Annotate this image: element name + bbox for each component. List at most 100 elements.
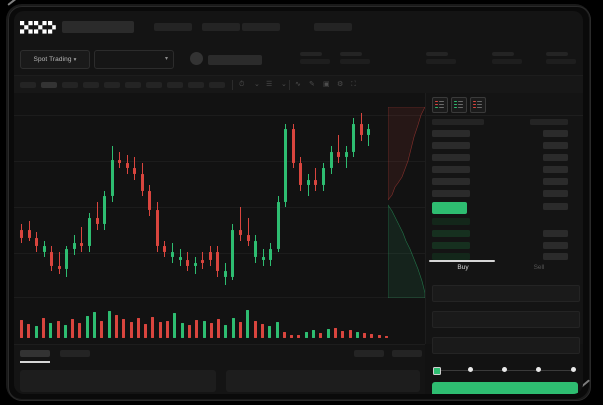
orderbook-header-size — [530, 119, 568, 125]
volume-bar — [312, 330, 315, 338]
volume-bar — [195, 319, 199, 338]
timeframe-button-6[interactable] — [125, 82, 141, 88]
slider-handle[interactable] — [433, 366, 441, 375]
timeframe-button-10[interactable] — [209, 82, 225, 88]
volume-bar — [370, 333, 374, 338]
nav-item-2[interactable] — [202, 23, 240, 31]
camera-snapshot-icon[interactable]: ▣ — [323, 81, 330, 88]
chevron-down-icon-pair: ▾ — [164, 56, 168, 62]
volume-bar — [304, 331, 308, 338]
chart-gridline — [14, 253, 425, 254]
orderbook-view-bids-icon[interactable] — [451, 97, 467, 113]
okx-logo-icon[interactable] — [20, 21, 56, 34]
tab-sell[interactable]: Sell — [533, 264, 545, 271]
volume-bar — [122, 319, 126, 338]
chevron-down-icon[interactable]: ⌄ — [254, 81, 260, 88]
volume-bar — [151, 317, 155, 338]
volume-bar — [290, 334, 294, 338]
volume-bar — [333, 328, 337, 338]
volume-bar — [78, 323, 82, 338]
settings-gear-icon[interactable]: ⚙ — [337, 81, 344, 88]
volume-bar — [71, 318, 75, 338]
bottom-action-2[interactable] — [392, 350, 422, 357]
orderbook-ask-row[interactable] — [432, 154, 470, 161]
volume-bar — [85, 316, 89, 338]
timeframe-button-9[interactable] — [188, 82, 204, 88]
timeframe-button-7[interactable] — [146, 82, 162, 88]
timeframe-button-2[interactable] — [41, 82, 57, 88]
nav-item-4[interactable] — [314, 23, 352, 31]
orderbook-ask-size — [543, 142, 568, 149]
timeframe-button-1[interactable] — [20, 82, 36, 88]
orderbook-ask-row[interactable] — [432, 178, 470, 185]
chart-gridline — [14, 207, 425, 208]
orderbook-bid-row[interactable] — [432, 242, 470, 249]
timeframe-button-3[interactable] — [62, 82, 78, 88]
orderbook-bid-row[interactable] — [432, 253, 470, 260]
orderbook-bid-row[interactable] — [432, 218, 470, 225]
total-field[interactable] — [432, 337, 580, 354]
candle — [155, 93, 159, 305]
interval-icon[interactable]: ⏱ — [239, 81, 245, 88]
tab-buy[interactable]: Buy — [457, 264, 469, 271]
toolbar-divider-2 — [289, 80, 290, 90]
chevron-down-icon-2[interactable]: ⌄ — [281, 81, 287, 88]
slider-step-100[interactable] — [571, 367, 576, 372]
candle — [42, 93, 46, 305]
candle — [216, 93, 220, 305]
orderbook-view-both-icon[interactable] — [432, 97, 448, 113]
indicator-wave-icon[interactable]: ∿ — [295, 81, 301, 88]
candle — [246, 93, 250, 305]
volume-bar — [27, 324, 31, 338]
slider-step-50[interactable] — [502, 367, 507, 372]
draw-pencil-icon[interactable]: ✎ — [309, 81, 315, 88]
nav-item-1[interactable] — [154, 23, 192, 31]
volume-bar — [93, 312, 96, 338]
stat-volume-24h-value — [546, 59, 576, 64]
bottom-action-1[interactable] — [354, 350, 384, 357]
candle — [95, 93, 99, 305]
volume-bar — [275, 321, 279, 338]
place-buy-order-button[interactable] — [432, 382, 578, 394]
candle — [133, 93, 137, 305]
orderbook-ask-size — [543, 166, 568, 173]
orderbook-ask-row[interactable] — [432, 130, 470, 137]
pair-selector[interactable]: ▾ — [94, 50, 174, 69]
volume-bar — [166, 320, 169, 338]
orderbook-view-asks-icon[interactable] — [470, 97, 486, 113]
timeframe-button-8[interactable] — [167, 82, 183, 88]
bottom-panel-right[interactable] — [226, 370, 420, 392]
volume-bar — [239, 322, 242, 338]
timeframe-button-4[interactable] — [83, 82, 99, 88]
price-field[interactable] — [432, 285, 580, 302]
amount-field[interactable] — [432, 311, 580, 328]
tab-open-orders[interactable] — [20, 350, 50, 357]
slider-step-25[interactable] — [468, 367, 473, 372]
amount-percent-slider[interactable] — [432, 365, 578, 375]
bottom-panel-left[interactable] — [20, 370, 216, 392]
price-chart[interactable] — [14, 93, 425, 344]
volume-bar — [187, 324, 191, 338]
volume-bar — [377, 335, 381, 338]
fullscreen-icon[interactable]: ⛶ — [351, 81, 356, 88]
candle — [50, 93, 54, 305]
candle-type-icon[interactable]: ☰ — [266, 81, 273, 88]
orderbook-ask-row[interactable] — [432, 190, 470, 197]
orderbook-ask-row[interactable] — [432, 142, 470, 149]
volume-bar — [100, 320, 104, 338]
volume-bar — [355, 332, 359, 338]
candle — [238, 93, 242, 305]
nav-item-3[interactable] — [242, 23, 280, 31]
instrument-bar: Spot Trading ▾ ▾ — [14, 45, 583, 75]
volume-bar — [34, 326, 38, 338]
orderbook-bid-row[interactable] — [432, 230, 470, 237]
volume-bar — [202, 321, 206, 338]
slider-step-75[interactable] — [536, 367, 541, 372]
candle — [223, 93, 227, 305]
orderbook-ask-row[interactable] — [432, 166, 470, 173]
volume-bar — [114, 315, 118, 338]
tab-order-history[interactable] — [60, 350, 90, 357]
trading-mode-selector[interactable]: Spot Trading ▾ — [20, 50, 90, 69]
timeframe-button-5[interactable] — [104, 82, 120, 88]
